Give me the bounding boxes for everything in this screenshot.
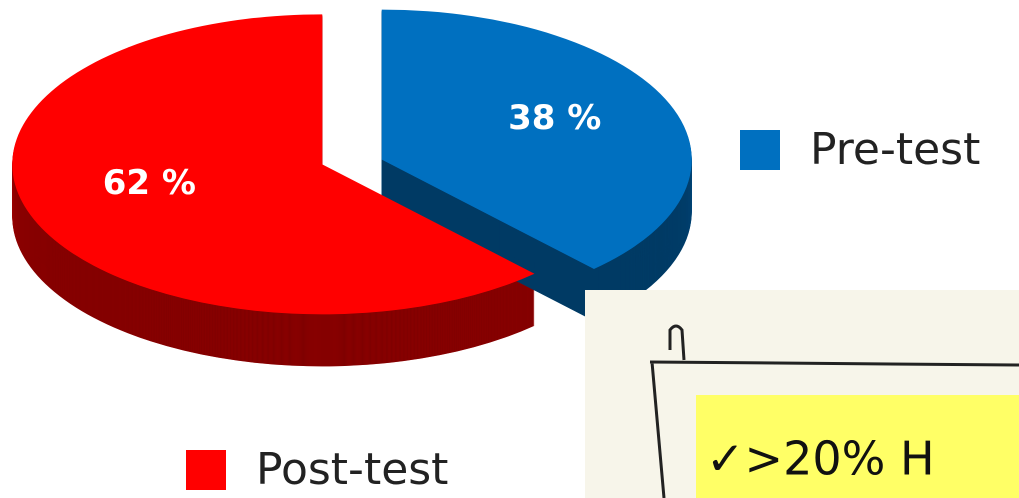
annotation: ✓>20% H bbox=[706, 432, 935, 486]
legend-label: Post-test bbox=[256, 444, 448, 495]
value-label: 62 % bbox=[103, 163, 196, 203]
legend-swatch bbox=[740, 130, 780, 170]
page: 38 %62 % ✓>20% H Pre-testPost-test (() =… bbox=[0, 0, 1019, 498]
value-label: 38 % bbox=[508, 98, 601, 138]
chart: 38 % 62 % ✓>20% H Pre-test Post-test bbox=[0, 0, 1019, 498]
legend-label: Pre-test bbox=[810, 124, 980, 175]
note-sign: ✓>20% H bbox=[585, 290, 1019, 498]
legend-swatch bbox=[186, 450, 226, 490]
